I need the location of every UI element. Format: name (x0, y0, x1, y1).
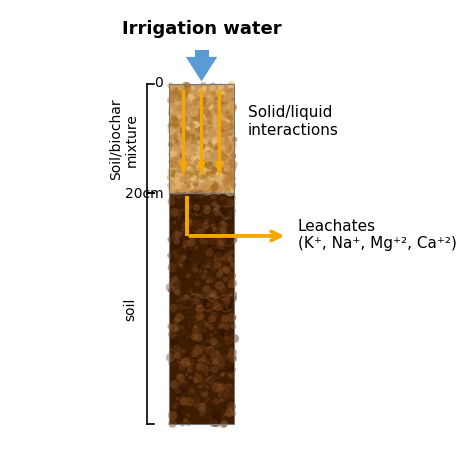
Text: Soil/biochar
mixture: Soil/biochar mixture (109, 99, 139, 180)
Text: 0: 0 (155, 76, 164, 89)
Text: 20cm: 20cm (125, 187, 164, 201)
Text: Solid/liquid
interactions: Solid/liquid interactions (248, 105, 339, 137)
Text: Leachates
(K⁺, Na⁺, Mg⁺², Ca⁺²): Leachates (K⁺, Na⁺, Mg⁺², Ca⁺²) (298, 218, 456, 250)
Polygon shape (197, 162, 206, 178)
Polygon shape (186, 58, 217, 82)
Polygon shape (218, 91, 221, 162)
Bar (170, 194, 234, 424)
Bar (170, 85, 234, 194)
Text: Irrigation water: Irrigation water (122, 20, 282, 38)
Polygon shape (182, 91, 185, 162)
Text: soil: soil (123, 298, 137, 321)
Bar (170, 194, 234, 424)
Polygon shape (194, 51, 209, 58)
Polygon shape (200, 91, 203, 162)
Bar (170, 85, 234, 194)
Polygon shape (215, 162, 224, 178)
Polygon shape (180, 162, 188, 178)
